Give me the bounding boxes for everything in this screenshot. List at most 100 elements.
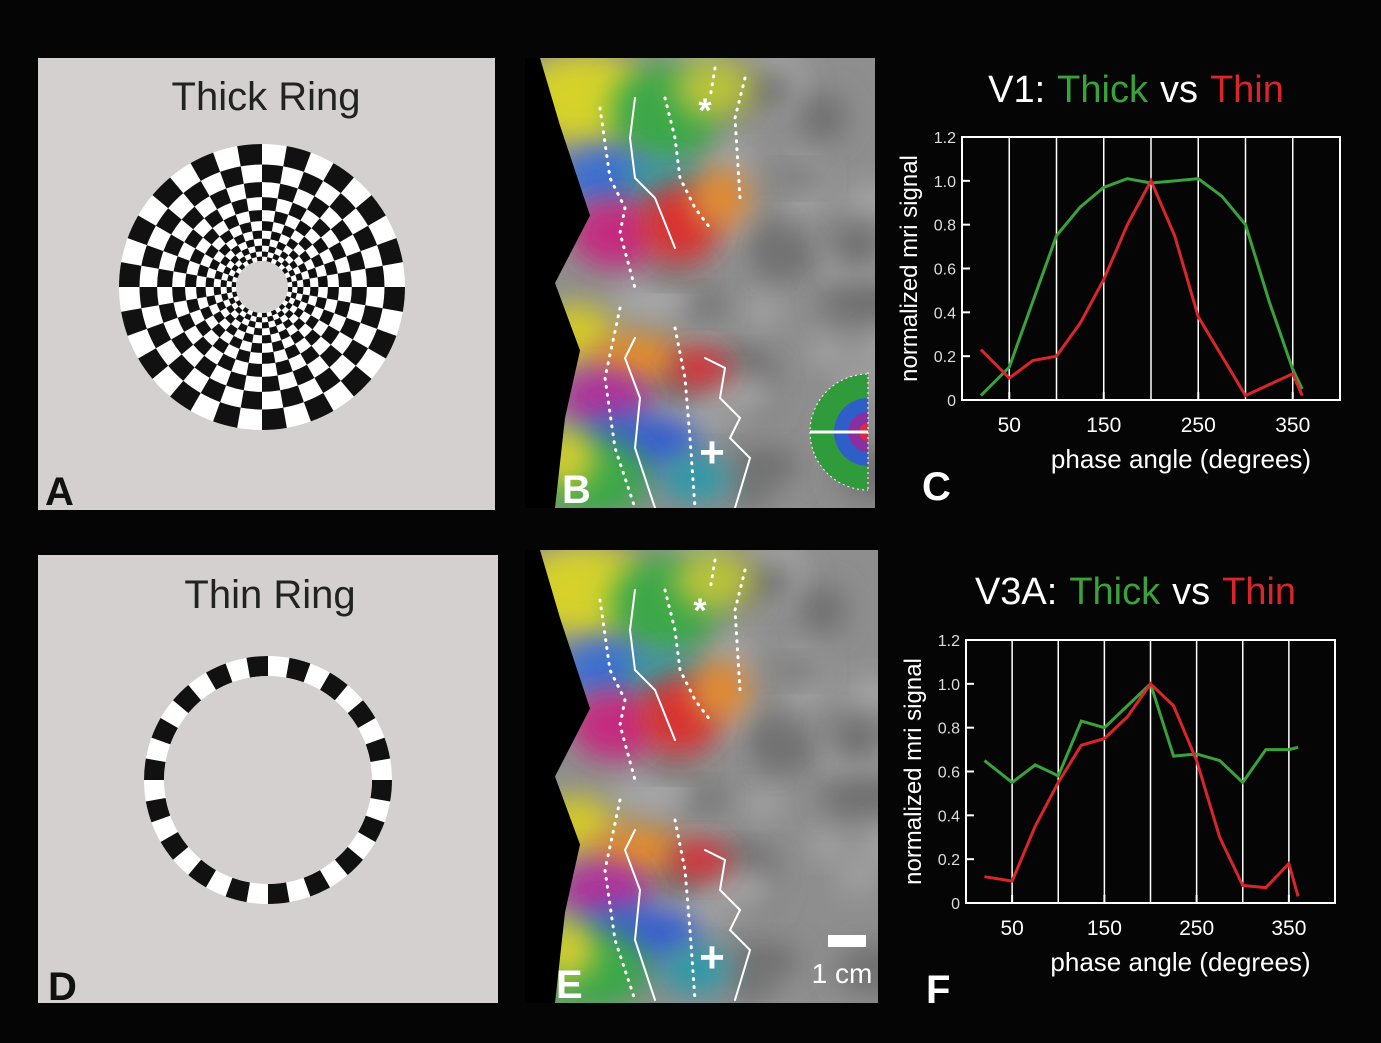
sulcus <box>808 337 846 366</box>
sulcus <box>808 831 846 860</box>
y-tick-label: 0.8 <box>938 721 960 738</box>
check <box>221 280 227 287</box>
sulcus <box>773 167 825 190</box>
sulcus <box>753 220 790 276</box>
check <box>185 274 197 287</box>
check <box>232 282 237 287</box>
check <box>262 352 275 364</box>
title-part: V1: <box>988 69 1045 111</box>
y-tick-label: 1.0 <box>934 174 956 191</box>
check <box>244 182 262 198</box>
title-part: Thick <box>1069 571 1161 613</box>
check <box>140 287 159 308</box>
title-part: Thick <box>1057 69 1149 111</box>
check <box>262 252 268 258</box>
check <box>262 197 278 211</box>
check <box>262 165 283 184</box>
title-part: vs <box>1160 69 1198 111</box>
check <box>288 287 293 292</box>
check <box>241 390 262 409</box>
x-tick-label: 350 <box>1275 414 1310 437</box>
panel-label: B <box>562 468 591 512</box>
check <box>303 279 311 287</box>
thick-ring <box>119 144 405 430</box>
panel-label: E <box>556 963 583 1007</box>
check <box>237 144 262 166</box>
title-part: Thin <box>1210 69 1284 111</box>
marker-star: * <box>693 592 707 630</box>
sulcus <box>744 295 781 325</box>
x-tick-label: 50 <box>998 414 1021 437</box>
check <box>297 287 303 294</box>
sulcus <box>800 92 846 143</box>
check <box>262 322 269 328</box>
check <box>119 262 141 287</box>
check <box>172 287 186 303</box>
x-axis-label: phase angle (degrees) <box>1050 947 1310 977</box>
y-tick-label: 0.8 <box>934 218 956 235</box>
check <box>144 758 166 780</box>
check <box>383 287 405 312</box>
y-tick-label: 0.6 <box>934 262 956 279</box>
thin-ring <box>144 656 392 904</box>
phase-blob <box>670 348 730 388</box>
panel-label: D <box>48 965 77 1009</box>
sulcus <box>753 713 790 769</box>
check <box>251 343 262 353</box>
title-part: vs <box>1172 571 1210 613</box>
y-axis-label: normalized mri signal <box>900 658 927 885</box>
check <box>262 239 270 247</box>
check <box>254 328 262 336</box>
x-tick-label: 250 <box>1181 414 1216 437</box>
check <box>227 287 233 293</box>
x-tick-label: 150 <box>1087 917 1122 940</box>
check <box>318 276 328 287</box>
figure: Thick Ring Thin Ring A D B E * + * + 1 c… <box>0 0 1381 1043</box>
title-part: Thin <box>1222 571 1296 613</box>
panel-label: A <box>45 470 74 514</box>
x-tick-label: 250 <box>1179 917 1214 940</box>
sulcus <box>800 584 846 635</box>
check <box>327 287 339 300</box>
check <box>262 221 273 231</box>
y-axis-label: normalized mri signal <box>896 155 923 382</box>
sulcus <box>840 860 873 895</box>
marker-plus: + <box>699 933 725 982</box>
y-tick-label: 0 <box>951 896 960 913</box>
check <box>249 210 262 222</box>
check <box>246 656 268 678</box>
x-axis-label: phase angle (degrees) <box>1051 444 1311 474</box>
x-tick-label: 50 <box>1000 917 1023 940</box>
panel-label: C <box>922 465 951 509</box>
check <box>292 281 298 287</box>
check <box>262 408 287 430</box>
chart-title: V3A: Thickvs Thin <box>975 571 1296 613</box>
phase-blob <box>670 840 730 880</box>
sulcus <box>644 756 699 776</box>
y-tick-label: 1.0 <box>938 677 960 694</box>
check <box>255 246 262 252</box>
marker-plus: + <box>699 428 725 477</box>
check <box>262 375 280 391</box>
check <box>370 780 392 802</box>
check <box>214 287 222 295</box>
scale-label: 1 cm <box>812 958 873 989</box>
title-part: V3A: <box>975 571 1057 613</box>
check <box>157 269 173 287</box>
y-tick-label: 0.6 <box>938 765 960 782</box>
check <box>262 313 267 318</box>
check <box>262 335 272 344</box>
sulcus <box>773 660 825 683</box>
y-tick-label: 1.2 <box>934 130 956 147</box>
y-tick-label: 0.4 <box>938 808 960 825</box>
panel-title: Thin Ring <box>184 573 355 617</box>
check <box>246 363 262 377</box>
ring-hole <box>236 261 288 313</box>
check <box>350 287 366 305</box>
scale-bar <box>828 935 866 947</box>
check <box>365 266 384 287</box>
sulcus <box>729 941 800 979</box>
y-tick-label: 1.2 <box>938 633 960 650</box>
check <box>256 317 262 323</box>
